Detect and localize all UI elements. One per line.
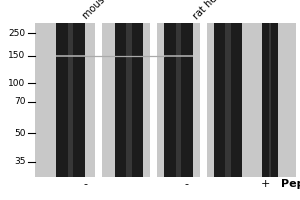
Text: -: - bbox=[83, 179, 88, 189]
Bar bbox=[268, 23, 272, 177]
Text: 250: 250 bbox=[8, 28, 26, 38]
Bar bbox=[262, 23, 278, 177]
Bar bbox=[200, 23, 207, 177]
Bar bbox=[225, 23, 231, 177]
Text: -: - bbox=[184, 179, 188, 189]
Text: 70: 70 bbox=[14, 98, 26, 106]
Bar bbox=[150, 23, 158, 177]
Text: 35: 35 bbox=[14, 158, 26, 166]
Text: +: + bbox=[261, 179, 270, 189]
Bar bbox=[164, 23, 193, 177]
Text: rat heart: rat heart bbox=[191, 0, 229, 21]
Text: mouse lung: mouse lung bbox=[81, 0, 129, 21]
Text: Peptide: Peptide bbox=[280, 179, 300, 189]
Bar bbox=[68, 23, 73, 177]
Bar bbox=[176, 23, 181, 177]
Bar bbox=[214, 23, 242, 177]
Bar bbox=[115, 23, 143, 177]
Bar bbox=[34, 23, 296, 177]
Text: 50: 50 bbox=[14, 129, 26, 138]
Bar bbox=[126, 23, 132, 177]
Bar bbox=[56, 23, 85, 177]
Text: 150: 150 bbox=[8, 51, 26, 60]
Text: 100: 100 bbox=[8, 78, 26, 88]
Bar bbox=[94, 23, 102, 177]
